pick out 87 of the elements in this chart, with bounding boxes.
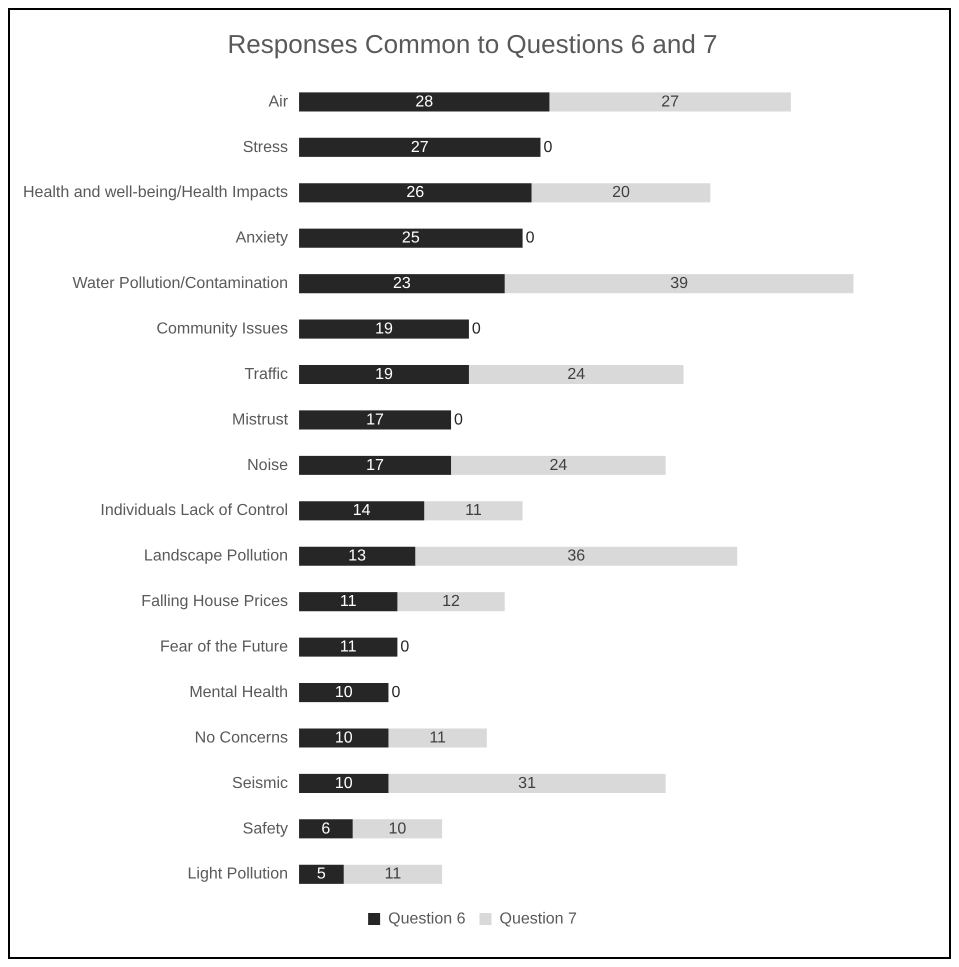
y-tick-label: Traffic <box>244 366 288 383</box>
y-tick-label: Community Issues <box>156 320 288 338</box>
y-tick-label: Noise <box>247 456 288 474</box>
data-label: 36 <box>567 548 586 565</box>
y-tick-label: Anxiety <box>236 230 288 247</box>
bar <box>299 592 398 612</box>
data-label: 6 <box>321 820 330 838</box>
data-label: 19 <box>375 320 393 338</box>
bar <box>299 138 540 157</box>
chart-title: Responses Common to Questions 6 and 7 <box>228 28 718 59</box>
bar <box>299 864 344 884</box>
y-tick-label: Landscape Pollution <box>144 548 288 565</box>
data-label: 11 <box>340 638 357 656</box>
data-label: 0 <box>543 138 552 156</box>
data-label: 11 <box>340 593 357 610</box>
bar <box>299 274 505 294</box>
data-label: 26 <box>406 184 424 202</box>
bar <box>299 228 523 248</box>
data-label: 11 <box>465 502 482 520</box>
bar <box>397 592 505 612</box>
legend-label: Question 7 <box>500 910 577 928</box>
bar <box>424 501 523 520</box>
data-label: 20 <box>612 184 630 202</box>
data-label: 0 <box>391 684 400 701</box>
bar <box>299 774 388 793</box>
data-label: 24 <box>567 366 586 383</box>
data-label: 0 <box>454 411 464 428</box>
bar <box>388 774 666 793</box>
bar <box>352 819 442 838</box>
bar <box>299 819 353 838</box>
data-label: 10 <box>334 774 353 792</box>
bar <box>299 501 424 520</box>
y-tick-label: Falling House Prices <box>141 593 288 610</box>
data-label: 10 <box>334 684 353 701</box>
bar <box>415 546 738 566</box>
bar <box>549 92 791 112</box>
data-label: 0 <box>472 320 481 338</box>
bar <box>299 364 469 384</box>
y-tick-label: Individuals Lack of Control <box>100 502 288 520</box>
data-label: 19 <box>375 366 393 383</box>
bar <box>344 864 442 884</box>
bar <box>299 320 469 339</box>
data-label: 5 <box>316 866 326 883</box>
data-label: 17 <box>366 456 384 474</box>
bar <box>299 546 416 566</box>
bar <box>388 728 487 748</box>
y-tick-label: Mental Health <box>189 684 288 701</box>
y-tick-label: Water Pollution/Contamination <box>72 275 288 292</box>
bar <box>299 183 532 202</box>
bar <box>468 364 684 384</box>
bar <box>299 728 388 748</box>
bar <box>299 638 398 657</box>
data-label: 27 <box>410 138 429 156</box>
y-tick-label: Seismic <box>232 774 288 792</box>
y-tick-label: No Concerns <box>194 729 288 746</box>
data-label: 14 <box>352 502 371 520</box>
data-label: 39 <box>670 275 688 292</box>
data-label: 24 <box>549 456 568 474</box>
data-label: 23 <box>392 275 411 292</box>
data-label: 17 <box>366 411 384 428</box>
data-label: 31 <box>518 774 536 792</box>
bar <box>299 683 388 702</box>
data-label: 27 <box>661 93 680 110</box>
data-label: 10 <box>334 729 353 746</box>
data-label: 11 <box>384 866 402 883</box>
data-label: 0 <box>400 638 410 656</box>
y-tick-label: Stress <box>242 138 288 156</box>
data-label: 13 <box>348 548 366 565</box>
bar <box>299 410 452 430</box>
y-tick-label: Light Pollution <box>188 866 288 883</box>
data-label: 28 <box>415 93 434 110</box>
y-tick-label: Mistrust <box>232 411 289 428</box>
bar <box>451 456 666 475</box>
data-label: 25 <box>402 230 420 247</box>
y-tick-label: Fear of the Future <box>160 638 288 656</box>
y-tick-label: Safety <box>242 820 288 838</box>
data-label: 12 <box>442 593 460 610</box>
y-tick-label: Health and well-being/Health Impacts <box>23 184 288 202</box>
data-label: 0 <box>526 230 535 247</box>
y-tick-label: Air <box>268 93 289 110</box>
legend-label: Question 6 <box>388 910 466 928</box>
bar <box>504 274 854 294</box>
data-label: 11 <box>429 729 446 746</box>
bar <box>532 183 710 202</box>
bar <box>299 92 550 112</box>
bar <box>299 456 452 475</box>
data-label: 10 <box>388 820 406 838</box>
